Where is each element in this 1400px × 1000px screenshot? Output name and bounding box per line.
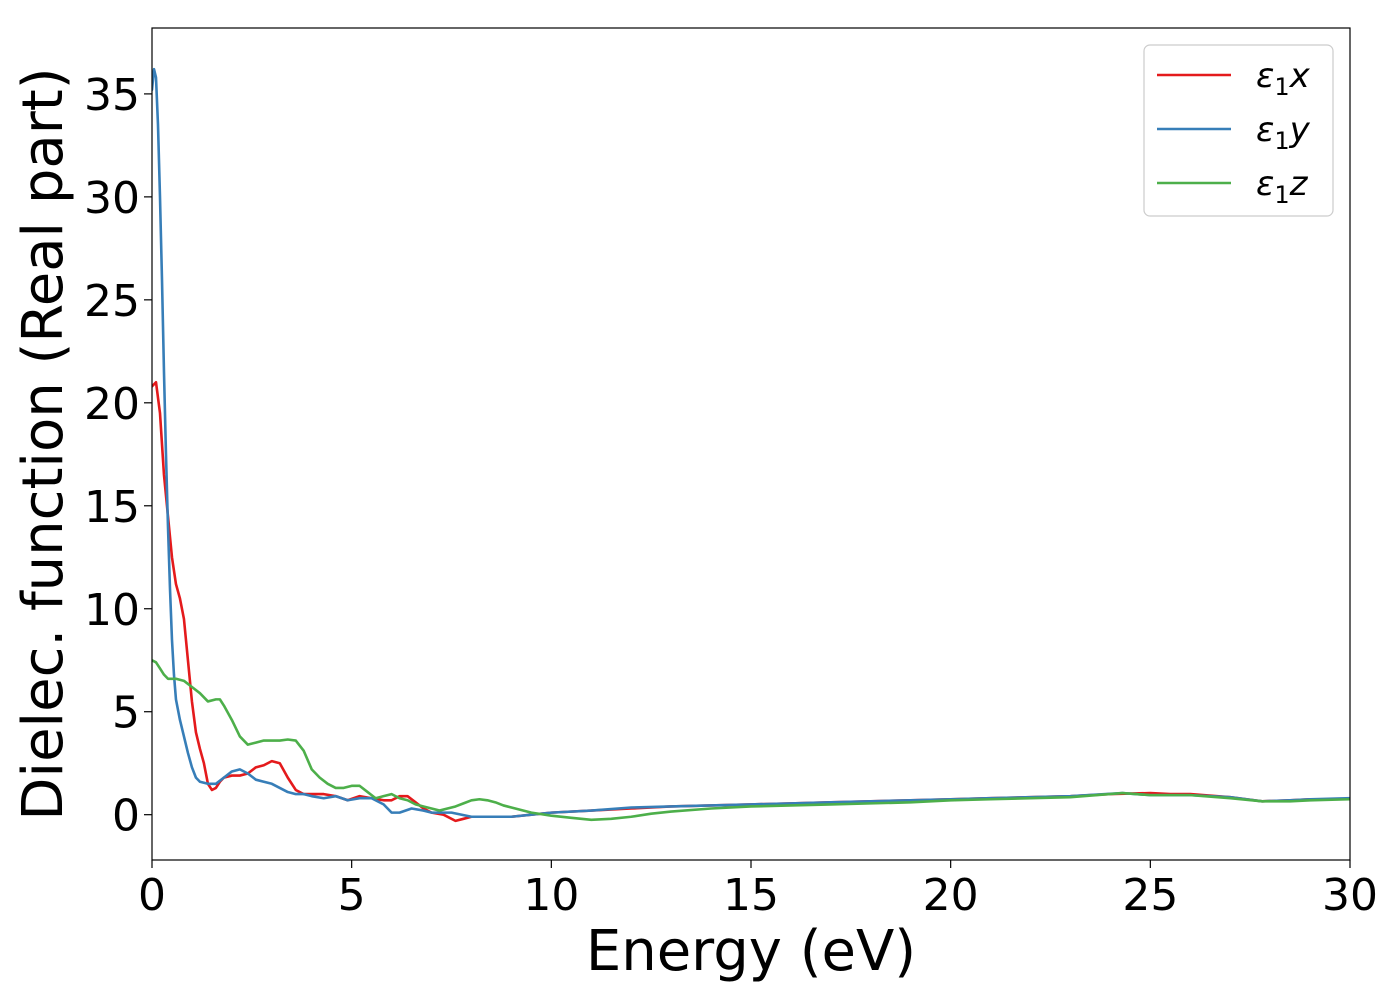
- y-axis: 0 5 10 15 20 25 30 35: [84, 70, 152, 842]
- series-line-y: [152, 67, 1350, 819]
- series-line-x: [152, 380, 1350, 823]
- x-tick-label: 0: [138, 870, 166, 921]
- x-axis: 0 5 10 15 20 25 30: [138, 860, 1378, 921]
- legend-label-x: ε1x: [1256, 56, 1311, 101]
- legend: ε1x ε1y ε1z: [1143, 44, 1334, 217]
- legend-box: [1143, 44, 1334, 217]
- series-line-z: [152, 658, 1350, 822]
- y-tick-label: 15: [84, 482, 140, 533]
- x-axis-label: Energy (eV): [586, 919, 916, 984]
- legend-label-z: ε1z: [1256, 164, 1309, 209]
- y-tick-label: 20: [84, 379, 140, 430]
- x-tick-label: 15: [723, 870, 779, 921]
- x-tick-label: 5: [338, 870, 366, 921]
- y-tick-label: 0: [112, 791, 140, 842]
- x-tick-label: 30: [1322, 870, 1378, 921]
- y-tick-label: 5: [112, 688, 140, 739]
- y-tick-label: 25: [84, 276, 140, 327]
- x-tick-label: 20: [923, 870, 979, 921]
- y-tick-label: 35: [84, 70, 140, 121]
- y-tick-label: 10: [84, 585, 140, 636]
- x-tick-label: 10: [523, 870, 579, 921]
- y-axis-label: Dielec. function (Real part): [11, 67, 76, 820]
- x-tick-label: 25: [1122, 870, 1178, 921]
- y-tick-label: 30: [84, 173, 140, 224]
- legend-label-y: ε1y: [1256, 110, 1311, 155]
- series-layer: [152, 67, 1350, 823]
